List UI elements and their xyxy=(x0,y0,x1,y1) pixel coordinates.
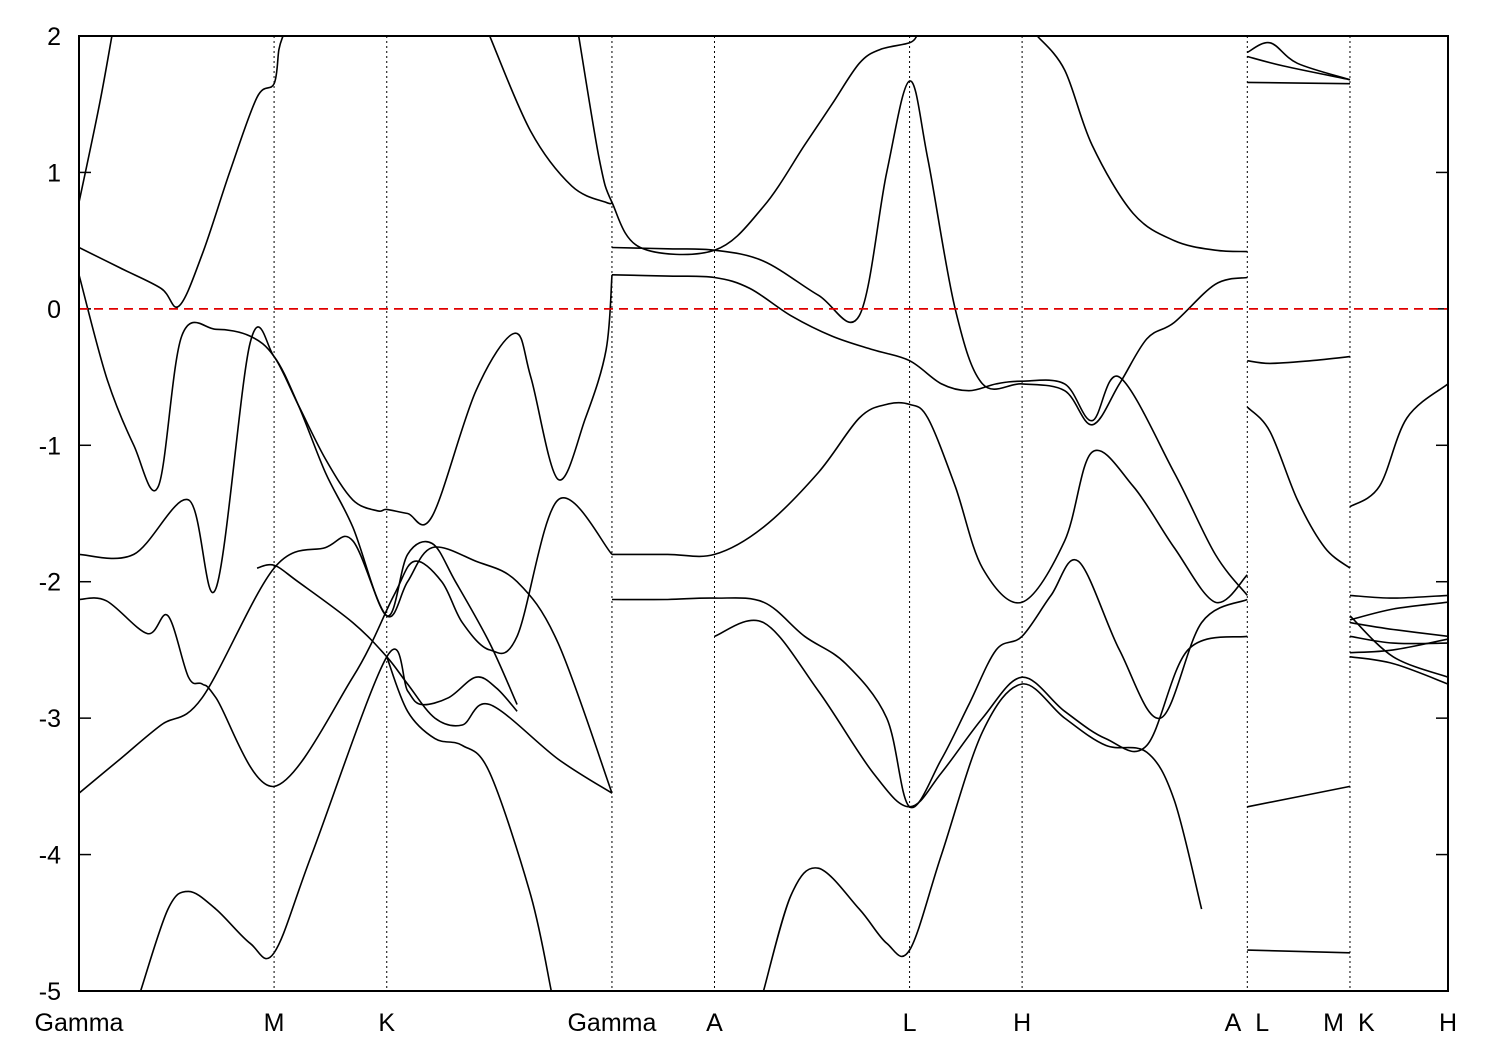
band-line xyxy=(1247,55,1351,81)
band-line xyxy=(1247,785,1351,808)
y-tick-label: 2 xyxy=(47,23,61,51)
band-line xyxy=(79,36,284,309)
band-line xyxy=(1246,41,1351,81)
band-lines xyxy=(79,36,1448,991)
band-line xyxy=(79,535,613,794)
band-line xyxy=(1036,36,1248,253)
x-tick-label: A xyxy=(1225,1009,1242,1037)
y-tick-label: -4 xyxy=(39,842,61,870)
band-line xyxy=(714,619,1248,808)
band-line xyxy=(79,326,518,705)
band-line xyxy=(1246,406,1351,569)
y-tick-label: -1 xyxy=(39,432,61,460)
x-tick-labels: Gamma M K Gamma A L H A L M K H xyxy=(35,1009,1457,1037)
band-line xyxy=(1349,656,1448,685)
x-tick-label: Gamma xyxy=(35,1009,124,1037)
band-line xyxy=(256,563,613,794)
x-tick-label: K xyxy=(378,1009,395,1037)
x-tick-label: M xyxy=(1323,1009,1344,1037)
x-tick-label: Gamma xyxy=(567,1009,656,1037)
band-line xyxy=(79,36,113,203)
band-line xyxy=(1247,949,1351,954)
x-tick-label: H xyxy=(1439,1009,1457,1037)
band-line xyxy=(1349,383,1448,508)
band-line xyxy=(577,36,918,256)
x-tick-label: L xyxy=(1255,1009,1269,1037)
band-line xyxy=(1349,635,1448,645)
band-line xyxy=(386,656,553,991)
band-line xyxy=(1247,355,1351,365)
y-axis-ticks xyxy=(79,35,1448,992)
high-symmetry-lines xyxy=(273,36,1351,991)
x-tick-label: H xyxy=(1013,1009,1031,1037)
band-line xyxy=(1349,601,1448,621)
band-line xyxy=(1247,81,1351,85)
x-tick-label: M xyxy=(264,1009,285,1037)
y-tick-label: 0 xyxy=(47,296,61,324)
band-line xyxy=(762,683,1203,991)
y-tick-label: -2 xyxy=(39,569,61,597)
band-line xyxy=(611,274,1248,596)
band-line xyxy=(1349,621,1448,638)
band-line xyxy=(611,80,1248,426)
band-line xyxy=(1349,615,1448,678)
plot-frame xyxy=(78,35,1449,992)
band-line xyxy=(612,401,1248,604)
band-line xyxy=(611,558,1248,809)
x-tick-label: A xyxy=(706,1009,723,1037)
y-tick-label: -3 xyxy=(39,705,61,733)
band-line xyxy=(1349,594,1448,599)
band-line xyxy=(139,648,518,991)
y-tick-label: -5 xyxy=(39,978,61,1006)
x-tick-label: L xyxy=(903,1009,917,1037)
band-line xyxy=(1349,638,1448,654)
x-tick-label: K xyxy=(1358,1009,1375,1037)
band-line xyxy=(79,497,613,788)
band-line xyxy=(488,36,613,205)
y-tick-label: 1 xyxy=(47,159,61,187)
y-tick-labels: -5 -4 -3 -2 -1 0 1 2 xyxy=(39,23,61,1006)
band-line xyxy=(79,274,613,526)
